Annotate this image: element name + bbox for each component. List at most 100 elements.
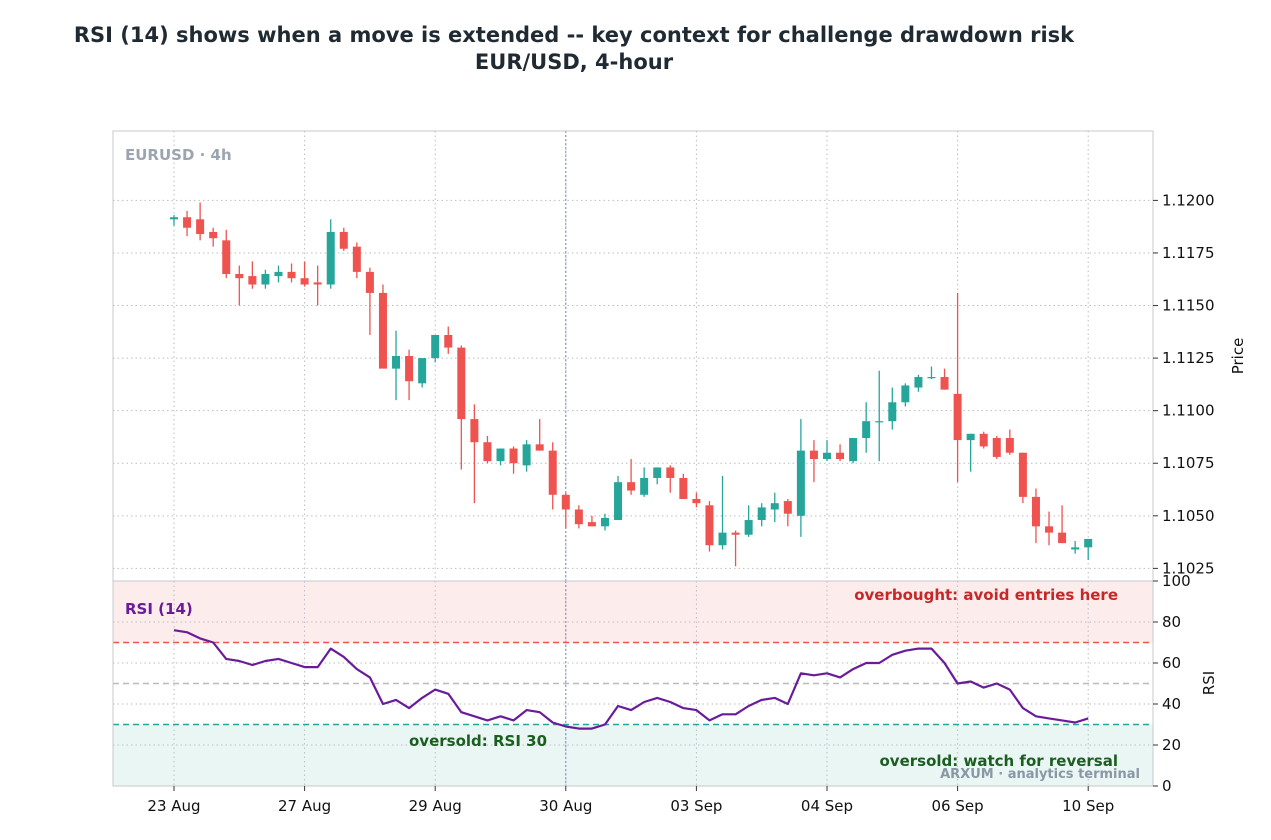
candle-body (783, 501, 792, 514)
candle-body (222, 240, 231, 274)
candle-body (653, 467, 662, 478)
rsi-tick-label: 100 (1162, 572, 1191, 590)
candle-body (522, 444, 531, 466)
candle-body (457, 347, 466, 420)
candle-body (836, 452, 845, 460)
price-tick-label: 1.1175 (1162, 244, 1215, 262)
candle-body (183, 217, 192, 228)
rsi-tick-label: 60 (1162, 654, 1181, 672)
candle-body (731, 532, 740, 535)
candle-body (574, 509, 583, 525)
candle-body (809, 450, 818, 460)
rsi-axis-label: RSI (1200, 671, 1218, 695)
candle-body (862, 421, 871, 439)
candle-body (313, 282, 322, 285)
price-tick-label: 1.1025 (1162, 559, 1215, 577)
candle-body (1058, 532, 1067, 544)
candle-body (875, 421, 884, 423)
x-tick-label: 27 Aug (278, 797, 331, 815)
rsi-series-line (173, 629, 1089, 730)
candle-body (757, 507, 766, 521)
candle-body (535, 444, 544, 451)
candle-body (744, 520, 753, 535)
candle-body (483, 442, 492, 462)
candle-body (627, 482, 636, 491)
rsi-label: RSI (14) (125, 600, 193, 618)
candle-body (392, 356, 401, 369)
candle-body (248, 276, 257, 285)
footer-watermark: ARXUM · analytics terminal (940, 767, 1140, 782)
candle-body (823, 452, 831, 460)
candle-body (326, 231, 335, 285)
rsi-axis: 0 20 40 60 80 100 (1153, 572, 1191, 795)
price-tick-label: 1.1150 (1162, 297, 1215, 315)
candle-body (1071, 547, 1080, 550)
x-axis: 23 Aug 27 Aug 29 Aug 30 Aug 03 Sep 04 Sep 06 S… (147, 786, 1114, 815)
overbought-annotation: overbought: avoid entries here (854, 586, 1118, 604)
candle-body (300, 278, 309, 285)
candle-body (718, 532, 727, 546)
oversold-level-annotation: oversold: RSI 30 (409, 732, 547, 750)
candle-body (405, 356, 414, 382)
watermark: EURUSD · 4h (125, 146, 232, 164)
candle-body (1084, 538, 1093, 548)
candle-body (914, 377, 923, 388)
candle-body (587, 522, 596, 527)
candle-body (992, 438, 1001, 457)
x-tick-label: 29 Aug (409, 797, 462, 815)
x-tick-label: 03 Sep (670, 797, 722, 815)
price-tick-label: 1.1050 (1162, 507, 1215, 525)
candle-body (940, 377, 949, 390)
candle-body (979, 433, 988, 447)
candle-body (418, 358, 427, 384)
price-panel: EURUSD · 4h 1.1025 1.1050 1.1075 1.1100 1.11… (112, 130, 1247, 582)
candle-body (235, 273, 244, 279)
candle-body (339, 231, 348, 249)
x-tick-label: 23 Aug (147, 797, 200, 815)
rsi-panel: RSI (14) overbought: avoid entries here … (112, 572, 1218, 795)
candle-body (444, 334, 453, 348)
overbought-zone (113, 581, 1153, 643)
candle-body (888, 402, 897, 422)
candle-body (470, 419, 479, 443)
candle-body (692, 498, 701, 504)
candle-body (170, 217, 178, 220)
oversold-zone-annotation: oversold: watch for reversal (880, 752, 1119, 770)
candle-body (770, 503, 779, 510)
candle-body (849, 438, 858, 462)
price-axis: 1.1025 1.1050 1.1075 1.1100 1.1125 1.1150 1.11… (1153, 191, 1215, 577)
candle-body (352, 246, 361, 272)
price-tick-label: 1.1125 (1162, 349, 1215, 367)
candle-body (705, 505, 714, 546)
rsi-tick-label: 40 (1162, 695, 1181, 713)
candle-body (1018, 452, 1027, 497)
candle-body (561, 494, 570, 510)
x-tick-label: 06 Sep (932, 797, 984, 815)
rsi-tick-label: 80 (1162, 613, 1181, 631)
candle-body (640, 477, 649, 495)
chart-title: RSI (14) shows when a move is extended -… (74, 23, 1075, 47)
candle-body (274, 271, 283, 277)
price-tick-label: 1.1200 (1162, 191, 1215, 209)
candle-body (796, 450, 805, 516)
candle-body (196, 219, 205, 235)
price-axis-label: Price (1229, 338, 1247, 375)
candle-body (953, 393, 962, 441)
oversold-zone (113, 724, 1153, 786)
candle-body (1045, 526, 1054, 533)
candle-body (600, 517, 609, 527)
candle-body (679, 477, 688, 499)
candle-body (927, 377, 936, 379)
candle-body (666, 467, 675, 478)
candles (170, 202, 1093, 567)
rsi-tick-label: 0 (1162, 777, 1172, 795)
candle-body (548, 450, 557, 495)
candle-body (287, 271, 296, 279)
x-tick-label: 10 Sep (1062, 797, 1114, 815)
candle-body (496, 448, 505, 462)
candle-body (1005, 438, 1014, 453)
candle-body (614, 482, 623, 521)
candle-body (209, 231, 218, 239)
candle-body (378, 292, 387, 369)
